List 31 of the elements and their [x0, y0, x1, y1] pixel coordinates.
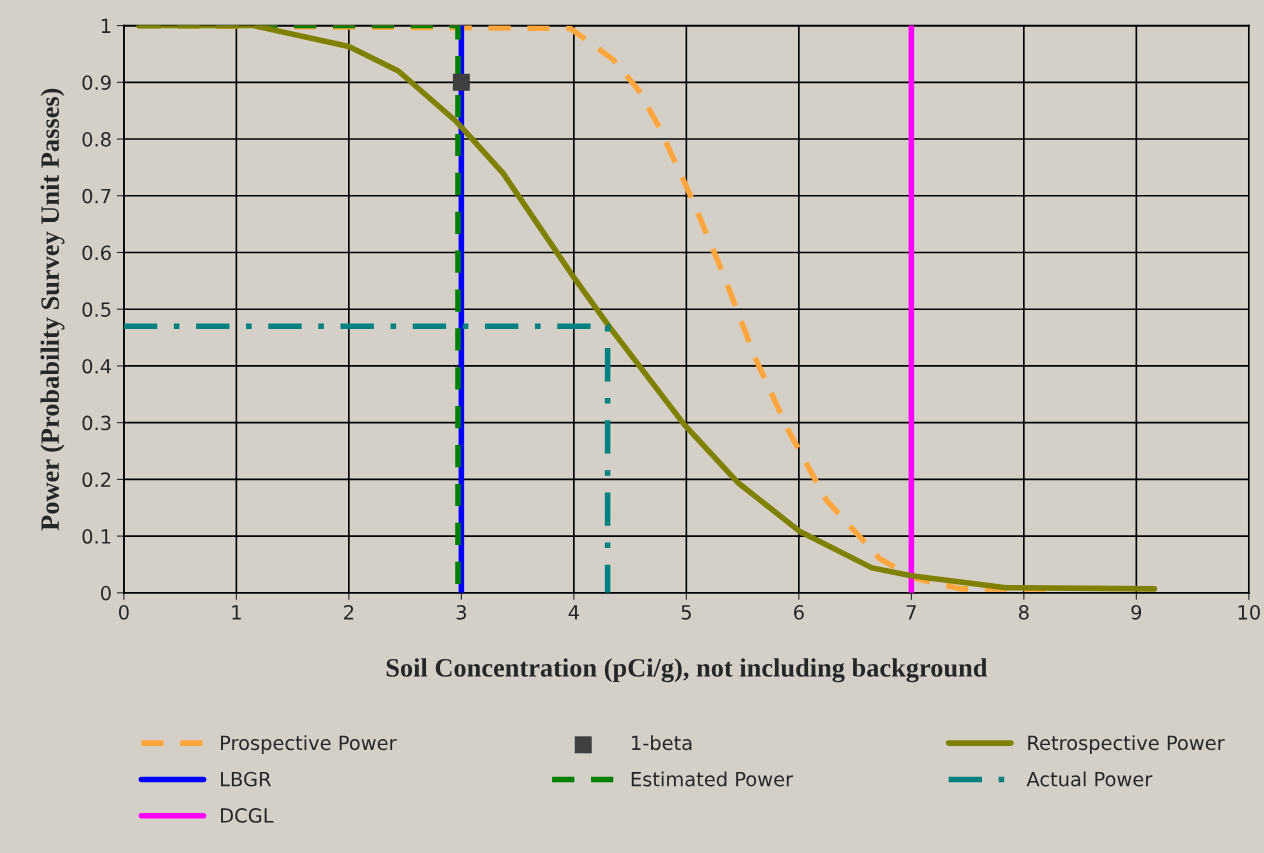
y-tick-label: 0.8 [82, 131, 111, 147]
x-tick-label: 0 [118, 604, 129, 620]
legend-label: Actual Power [1026, 771, 1153, 787]
legend-label: LBGR [221, 771, 271, 787]
x-tick-label: 1 [232, 605, 241, 620]
legend-label: Retrospective Power [1028, 735, 1225, 754]
y-tick-label: 0.9 [82, 75, 111, 90]
y-tick-label: 0.7 [82, 188, 111, 204]
y-tick-label: 1 [101, 18, 111, 33]
x-tick-label: 4 [568, 605, 579, 620]
y-tick-label: 0.4 [82, 358, 111, 374]
x-tick-label: 2 [344, 604, 354, 620]
x-tick-label: 3 [456, 604, 466, 620]
x-tick-label: 10 [1238, 604, 1260, 620]
legend-label: Prospective Power [221, 735, 397, 754]
x-axis-title: Soil Concentration (pCi/g), not including background [386, 658, 988, 683]
legend-label: Estimated Power [631, 771, 794, 787]
y-axis-title: Power (Probability Survey Unit Passes) [40, 88, 65, 531]
y-tick-label: 0 [100, 585, 111, 601]
y-tick-label: 0.1 [82, 529, 111, 544]
legend-label: 1-beta [632, 735, 692, 751]
y-tick-label: 0.5 [82, 302, 111, 317]
y-tick-label: 0.6 [82, 245, 111, 261]
legend-label: DCGL [221, 808, 274, 823]
x-tick-label: 9 [1131, 604, 1142, 620]
x-tick-label: 7 [906, 605, 916, 620]
x-tick-label: 5 [681, 605, 691, 620]
y-tick-label: 0.2 [82, 472, 111, 488]
y-tick-label: 0.3 [82, 415, 111, 431]
x-tick-label: 6 [794, 604, 804, 620]
x-tick-label: 8 [1018, 604, 1029, 620]
